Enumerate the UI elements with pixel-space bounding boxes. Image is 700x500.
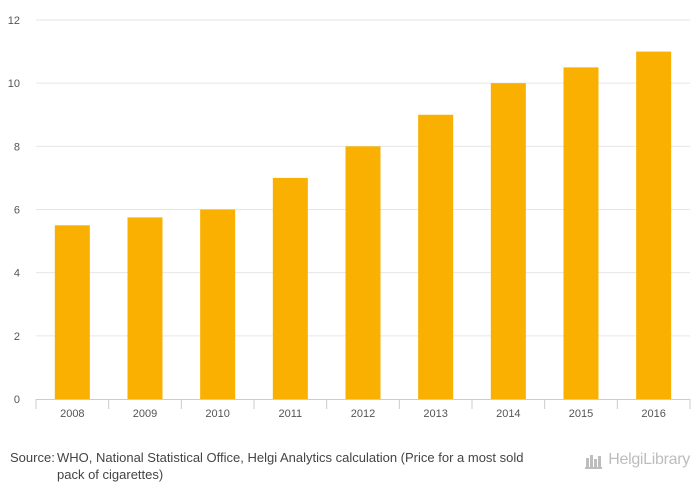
x-tick-label: 2010 xyxy=(205,408,229,420)
bar-chart: 0 2 4 6 8 10 12 2008 2009 2010 2011 2012 2013 2014 201… xyxy=(8,15,691,420)
y-tick-label: 2 xyxy=(14,331,20,343)
x-axis xyxy=(35,399,691,409)
bar xyxy=(563,67,599,399)
x-tick-label: 2016 xyxy=(641,408,665,420)
bar xyxy=(418,114,454,399)
y-tick-label: 0 xyxy=(14,394,20,406)
x-tick-label: 2011 xyxy=(279,408,303,420)
bar xyxy=(272,177,308,399)
tick-labels: 0 2 4 6 8 10 12 2008 2009 2010 2011 2012 2013 2014 201… xyxy=(8,15,666,420)
bar xyxy=(490,83,526,400)
x-tick-label: 2014 xyxy=(496,408,520,420)
bars-layer xyxy=(54,51,672,400)
brand-name: HelgiLibrary xyxy=(608,451,690,468)
brand-logo: HelgiLibrary xyxy=(584,450,690,470)
source-text: WHO, National Statistical Office, Helgi … xyxy=(57,450,524,482)
bar xyxy=(636,51,672,399)
y-tick-label: 8 xyxy=(14,141,20,153)
y-tick-label: 10 xyxy=(8,78,20,90)
x-tick-label: 2008 xyxy=(60,408,84,420)
y-tick-label: 4 xyxy=(14,268,20,280)
x-tick-label: 2009 xyxy=(133,408,157,420)
x-tick-label: 2012 xyxy=(351,408,375,420)
bar xyxy=(200,209,236,399)
source-label: Source: xyxy=(10,450,55,465)
x-tick-label: 2015 xyxy=(569,408,593,420)
bar xyxy=(345,146,381,399)
bar xyxy=(127,217,163,399)
y-tick-label: 6 xyxy=(14,205,20,217)
y-tick-label: 12 xyxy=(8,15,20,27)
bar xyxy=(54,225,90,399)
chart-svg: 0 2 4 6 8 10 12 2008 2009 2010 2011 2012 2013 2014 201… xyxy=(8,15,691,420)
helgi-library-logo-icon xyxy=(585,455,603,469)
x-tick-label: 2013 xyxy=(423,408,447,420)
